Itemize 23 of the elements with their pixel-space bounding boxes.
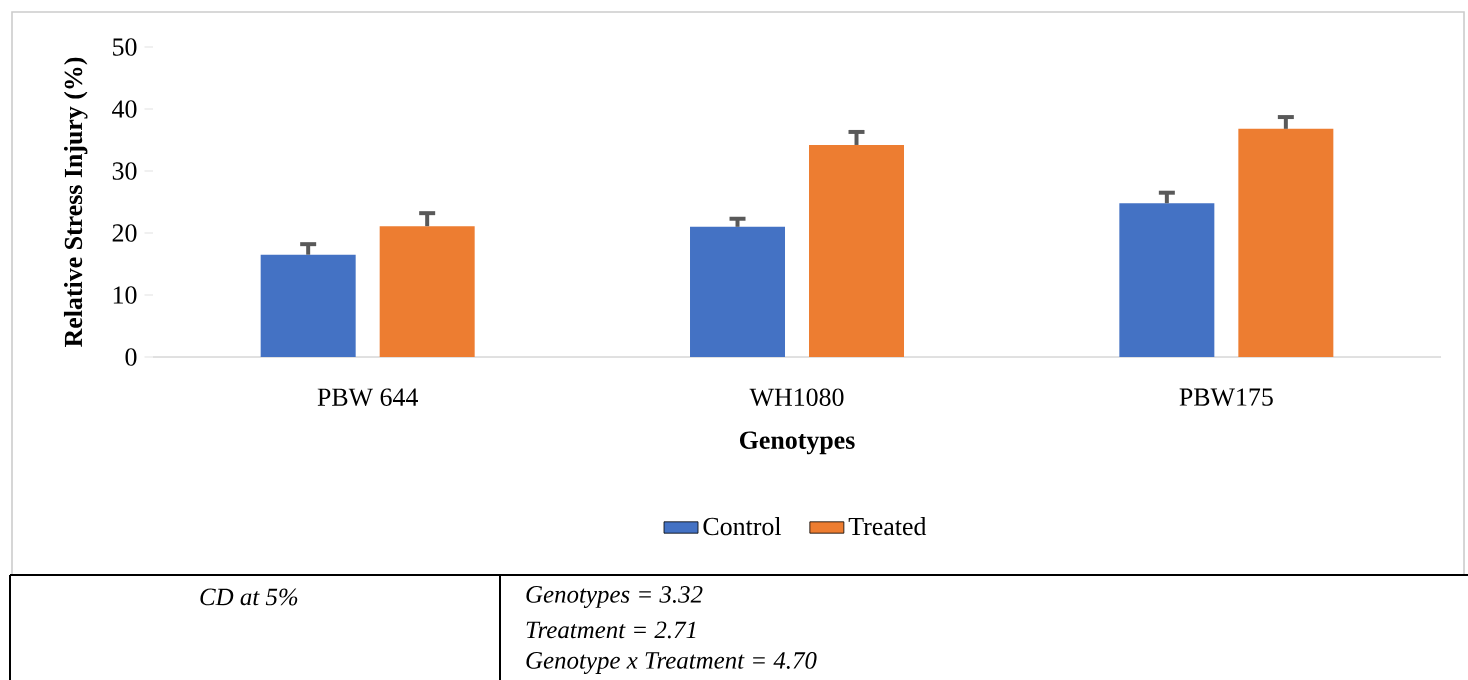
bar — [690, 226, 786, 357]
y-axis-title: Relative Stress Injury (%) — [63, 57, 88, 348]
bar — [1119, 203, 1215, 357]
legend-label: Control — [703, 517, 782, 536]
y-tick-label: 20 — [112, 224, 137, 242]
y-tick-label: 30 — [112, 162, 137, 180]
y-tick-label: 40 — [112, 100, 137, 118]
legend-label: Treated — [848, 517, 927, 536]
bar — [809, 144, 905, 357]
text: CD at 5% — [200, 588, 298, 606]
x-tick-label: PBW175 — [1179, 388, 1273, 406]
x-tick-label: WH1080 — [749, 388, 844, 407]
bar — [379, 226, 475, 357]
text: Genotype x Treatment = 4.70 — [526, 652, 817, 674]
x-tick-label: PBW 644 — [317, 388, 418, 407]
text: Genotypes = 3.32 — [526, 586, 703, 608]
x-axis-title: Genotypes — [739, 431, 855, 455]
bar — [260, 254, 356, 357]
y-tick-label: 10 — [113, 286, 137, 304]
y-tick-label: 50 — [113, 38, 137, 56]
text: Treatment = 2.71 — [526, 621, 696, 639]
y-tick-label: 0 — [125, 348, 137, 366]
bar — [1238, 128, 1334, 357]
